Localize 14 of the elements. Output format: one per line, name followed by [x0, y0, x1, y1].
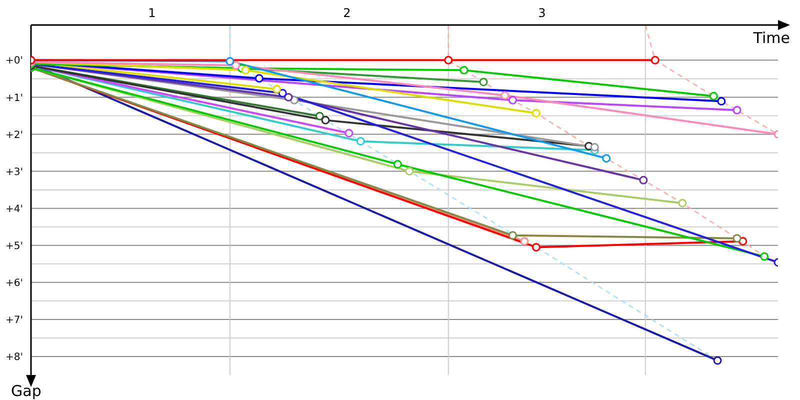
y-tick-label: +5': [6, 240, 23, 252]
y-axis-title: Gap: [11, 382, 42, 400]
y-tick-label: +6': [6, 278, 23, 289]
x-tick-label: 1: [148, 6, 156, 20]
x-tick-label: 3: [538, 6, 546, 20]
y-tick-label: +3': [6, 166, 23, 178]
y-tick-label: +2': [6, 130, 23, 141]
y-tick-label: +8': [6, 352, 23, 364]
x-tick-label: 2: [343, 6, 351, 20]
y-tick-label: +7': [6, 314, 23, 326]
y-tick-label: +0': [6, 56, 23, 67]
y-tick-label: +4': [6, 204, 23, 215]
x-axis-title: Time: [752, 29, 790, 47]
y-tick-label: +1': [6, 92, 23, 104]
